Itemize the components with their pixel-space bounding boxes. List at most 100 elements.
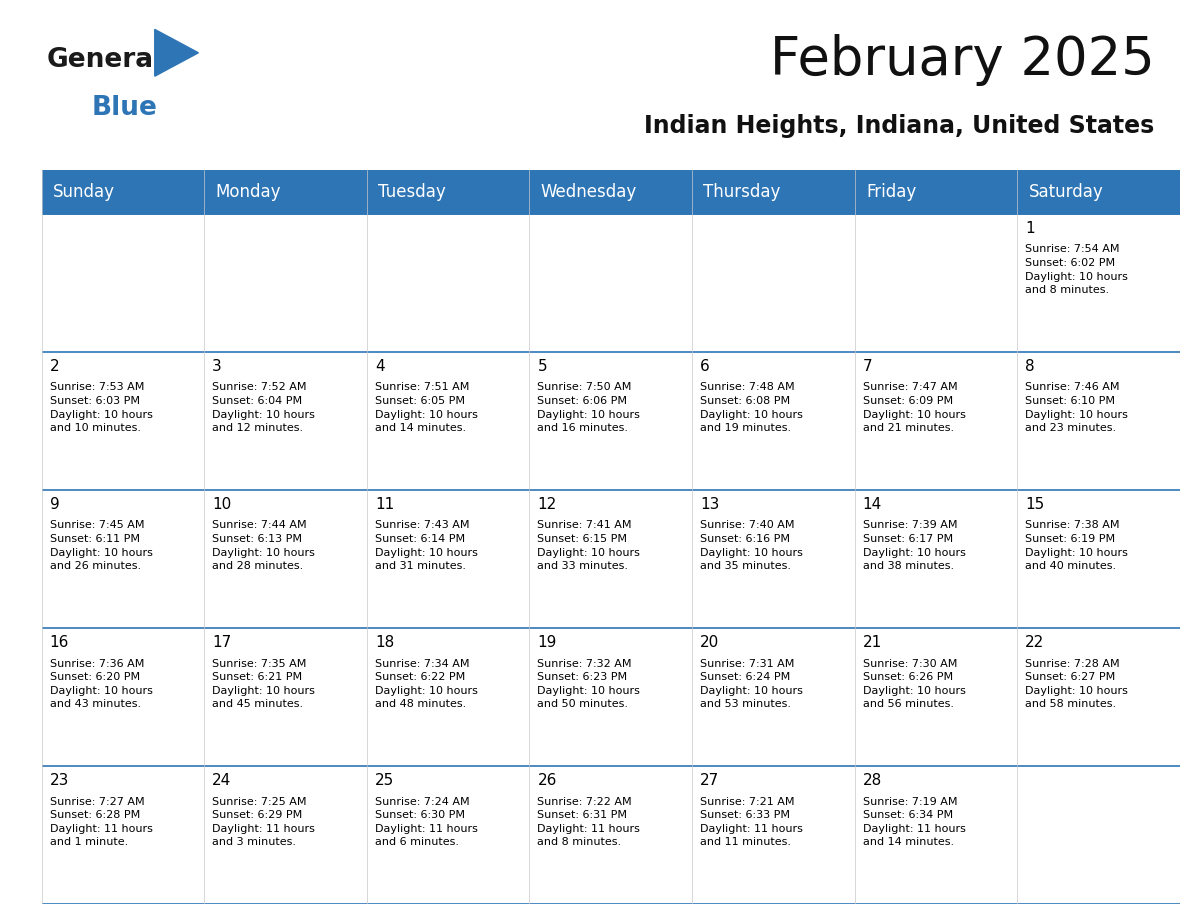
Text: Sunrise: 7:28 AM
Sunset: 6:27 PM
Daylight: 10 hours
and 58 minutes.: Sunrise: 7:28 AM Sunset: 6:27 PM Dayligh… [1025,658,1129,710]
Text: 23: 23 [50,773,69,788]
Bar [1017,628,1180,767]
Bar [42,214,204,352]
Text: 22: 22 [1025,635,1044,650]
Text: 19: 19 [537,635,557,650]
Bar [530,628,691,767]
Text: Wednesday: Wednesday [541,183,637,201]
Bar [1017,490,1180,628]
Bar [204,214,367,352]
Bar [1017,214,1180,352]
Text: Sunrise: 7:40 AM
Sunset: 6:16 PM
Daylight: 10 hours
and 35 minutes.: Sunrise: 7:40 AM Sunset: 6:16 PM Dayligh… [700,521,803,571]
Text: Blue: Blue [91,95,157,121]
Text: Tuesday: Tuesday [378,183,446,201]
Text: Saturday: Saturday [1029,183,1104,201]
Bar [367,628,530,767]
Text: 7: 7 [862,359,872,374]
Text: 1: 1 [1025,221,1035,236]
Text: 14: 14 [862,497,881,512]
Bar [42,490,204,628]
Text: Sunrise: 7:43 AM
Sunset: 6:14 PM
Daylight: 10 hours
and 31 minutes.: Sunrise: 7:43 AM Sunset: 6:14 PM Dayligh… [375,521,478,571]
Text: 27: 27 [700,773,719,788]
Text: Sunrise: 7:30 AM
Sunset: 6:26 PM
Daylight: 10 hours
and 56 minutes.: Sunrise: 7:30 AM Sunset: 6:26 PM Dayligh… [862,658,966,710]
Text: 20: 20 [700,635,719,650]
Text: Sunrise: 7:27 AM
Sunset: 6:28 PM
Daylight: 11 hours
and 1 minute.: Sunrise: 7:27 AM Sunset: 6:28 PM Dayligh… [50,797,152,847]
Bar [854,214,1017,352]
Bar [367,767,530,904]
Text: Sunday: Sunday [53,183,115,201]
Polygon shape [154,29,198,76]
Text: 9: 9 [50,497,59,512]
Text: Sunrise: 7:47 AM
Sunset: 6:09 PM
Daylight: 10 hours
and 21 minutes.: Sunrise: 7:47 AM Sunset: 6:09 PM Dayligh… [862,383,966,433]
Text: 4: 4 [375,359,385,374]
Text: Sunrise: 7:34 AM
Sunset: 6:22 PM
Daylight: 10 hours
and 48 minutes.: Sunrise: 7:34 AM Sunset: 6:22 PM Dayligh… [375,658,478,710]
Text: 10: 10 [213,497,232,512]
Text: Sunrise: 7:22 AM
Sunset: 6:31 PM
Daylight: 11 hours
and 8 minutes.: Sunrise: 7:22 AM Sunset: 6:31 PM Dayligh… [537,797,640,847]
Bar [854,767,1017,904]
Text: 17: 17 [213,635,232,650]
Bar [204,490,367,628]
Bar [42,352,204,490]
Text: Sunrise: 7:31 AM
Sunset: 6:24 PM
Daylight: 10 hours
and 53 minutes.: Sunrise: 7:31 AM Sunset: 6:24 PM Dayligh… [700,658,803,710]
Bar [42,767,204,904]
Text: Sunrise: 7:36 AM
Sunset: 6:20 PM
Daylight: 10 hours
and 43 minutes.: Sunrise: 7:36 AM Sunset: 6:20 PM Dayligh… [50,658,152,710]
Text: Sunrise: 7:54 AM
Sunset: 6:02 PM
Daylight: 10 hours
and 8 minutes.: Sunrise: 7:54 AM Sunset: 6:02 PM Dayligh… [1025,244,1129,296]
Text: 15: 15 [1025,497,1044,512]
Bar [530,214,691,352]
Bar [1017,170,1180,214]
Text: Sunrise: 7:25 AM
Sunset: 6:29 PM
Daylight: 11 hours
and 3 minutes.: Sunrise: 7:25 AM Sunset: 6:29 PM Dayligh… [213,797,315,847]
Text: Sunrise: 7:45 AM
Sunset: 6:11 PM
Daylight: 10 hours
and 26 minutes.: Sunrise: 7:45 AM Sunset: 6:11 PM Dayligh… [50,521,152,571]
Bar [691,352,854,490]
Bar [854,628,1017,767]
Text: Indian Heights, Indiana, United States: Indian Heights, Indiana, United States [644,114,1155,138]
Text: 18: 18 [375,635,394,650]
Text: Friday: Friday [866,183,916,201]
Bar [204,628,367,767]
Bar [204,352,367,490]
Text: Sunrise: 7:32 AM
Sunset: 6:23 PM
Daylight: 10 hours
and 50 minutes.: Sunrise: 7:32 AM Sunset: 6:23 PM Dayligh… [537,658,640,710]
Text: Sunrise: 7:39 AM
Sunset: 6:17 PM
Daylight: 10 hours
and 38 minutes.: Sunrise: 7:39 AM Sunset: 6:17 PM Dayligh… [862,521,966,571]
Text: 28: 28 [862,773,881,788]
Text: Sunrise: 7:51 AM
Sunset: 6:05 PM
Daylight: 10 hours
and 14 minutes.: Sunrise: 7:51 AM Sunset: 6:05 PM Dayligh… [375,383,478,433]
Bar [1017,767,1180,904]
Bar [691,214,854,352]
Text: 25: 25 [375,773,394,788]
Bar [691,170,854,214]
Bar [42,170,204,214]
Text: Sunrise: 7:35 AM
Sunset: 6:21 PM
Daylight: 10 hours
and 45 minutes.: Sunrise: 7:35 AM Sunset: 6:21 PM Dayligh… [213,658,315,710]
Text: 16: 16 [50,635,69,650]
Bar [367,170,530,214]
Text: 3: 3 [213,359,222,374]
Text: 24: 24 [213,773,232,788]
Bar [691,490,854,628]
Text: Sunrise: 7:38 AM
Sunset: 6:19 PM
Daylight: 10 hours
and 40 minutes.: Sunrise: 7:38 AM Sunset: 6:19 PM Dayligh… [1025,521,1129,571]
Bar [367,214,530,352]
Text: Sunrise: 7:21 AM
Sunset: 6:33 PM
Daylight: 11 hours
and 11 minutes.: Sunrise: 7:21 AM Sunset: 6:33 PM Dayligh… [700,797,803,847]
Bar [204,767,367,904]
Bar [42,628,204,767]
Text: 26: 26 [537,773,557,788]
Text: Sunrise: 7:46 AM
Sunset: 6:10 PM
Daylight: 10 hours
and 23 minutes.: Sunrise: 7:46 AM Sunset: 6:10 PM Dayligh… [1025,383,1129,433]
Bar [854,170,1017,214]
Bar [691,767,854,904]
Text: 21: 21 [862,635,881,650]
Bar [530,170,691,214]
Text: 6: 6 [700,359,709,374]
Bar [854,490,1017,628]
Text: Sunrise: 7:50 AM
Sunset: 6:06 PM
Daylight: 10 hours
and 16 minutes.: Sunrise: 7:50 AM Sunset: 6:06 PM Dayligh… [537,383,640,433]
Text: 2: 2 [50,359,59,374]
Text: 11: 11 [375,497,394,512]
Text: Sunrise: 7:41 AM
Sunset: 6:15 PM
Daylight: 10 hours
and 33 minutes.: Sunrise: 7:41 AM Sunset: 6:15 PM Dayligh… [537,521,640,571]
Bar [854,352,1017,490]
Text: February 2025: February 2025 [770,34,1155,85]
Text: Sunrise: 7:52 AM
Sunset: 6:04 PM
Daylight: 10 hours
and 12 minutes.: Sunrise: 7:52 AM Sunset: 6:04 PM Dayligh… [213,383,315,433]
Bar [204,170,367,214]
Bar [530,490,691,628]
Text: 5: 5 [537,359,548,374]
Text: Sunrise: 7:24 AM
Sunset: 6:30 PM
Daylight: 11 hours
and 6 minutes.: Sunrise: 7:24 AM Sunset: 6:30 PM Dayligh… [375,797,478,847]
Text: Sunrise: 7:53 AM
Sunset: 6:03 PM
Daylight: 10 hours
and 10 minutes.: Sunrise: 7:53 AM Sunset: 6:03 PM Dayligh… [50,383,152,433]
Bar [367,490,530,628]
Bar [1017,352,1180,490]
Bar [691,628,854,767]
Text: 8: 8 [1025,359,1035,374]
Text: Thursday: Thursday [703,183,781,201]
